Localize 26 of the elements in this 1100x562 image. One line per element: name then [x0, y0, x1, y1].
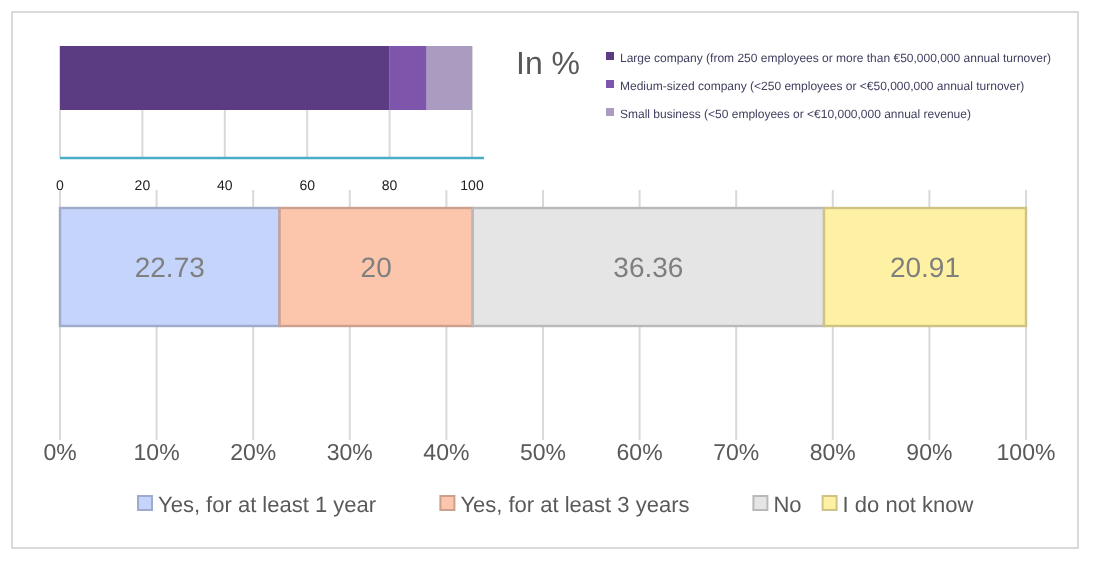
x-tick-label: 20%: [230, 442, 277, 466]
x-tick-label: 10%: [133, 442, 180, 466]
legend-label: I do not know: [842, 494, 974, 518]
x-tick-label: 90%: [906, 442, 953, 466]
data-label: 20: [360, 251, 393, 283]
bar: [389, 46, 427, 110]
x-tick-label: 50%: [519, 442, 567, 466]
legend-label: No: [773, 494, 802, 518]
bar: [822, 206, 1028, 328]
x-tick-label: 30%: [326, 442, 373, 466]
x-tick-label: 0%: [43, 442, 77, 466]
x-tick-label: 70%: [713, 442, 760, 466]
x-tick-label: 100%: [996, 442, 1056, 466]
bar: [58, 206, 281, 328]
data-label: 36.36: [613, 251, 684, 283]
data-label: 20.91: [889, 251, 961, 283]
x-tick-label: 40%: [423, 442, 470, 466]
bar: [278, 206, 474, 328]
x-tick-label: 80%: [809, 442, 856, 466]
legend-label: Yes, for at least 1 year: [158, 494, 377, 518]
x-tick-label: 60%: [616, 442, 663, 466]
bar: [60, 46, 390, 110]
chart-title: In %: [516, 48, 581, 82]
bar: [426, 46, 472, 110]
legend-label: Yes, for at least 3 years: [460, 494, 691, 518]
data-label: 22.73: [134, 251, 206, 283]
